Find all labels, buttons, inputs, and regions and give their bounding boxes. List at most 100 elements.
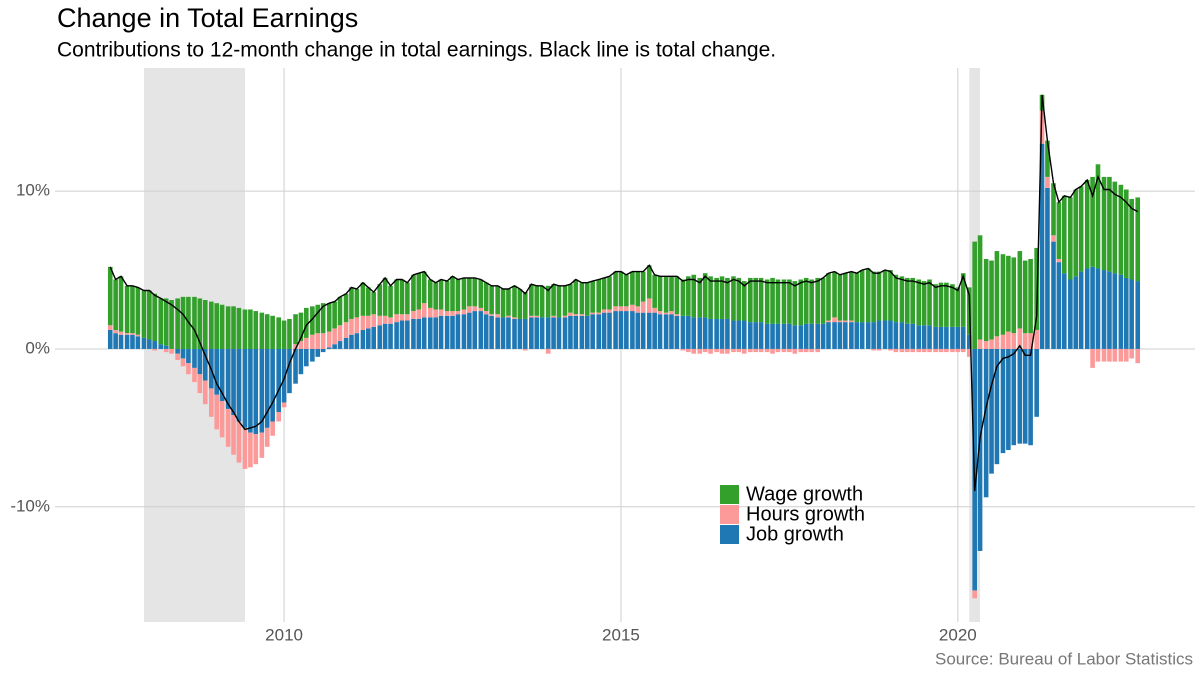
- bar-segment: [758, 277, 764, 323]
- bar-segment: [579, 315, 585, 349]
- bar-segment: [556, 285, 562, 318]
- bar-segment: [680, 279, 686, 316]
- bar-segment: [293, 344, 298, 349]
- bar-segment: [320, 333, 326, 349]
- bar-segment: [214, 394, 220, 430]
- bar-segment: [107, 330, 113, 349]
- bar-segment: [343, 322, 349, 338]
- bar-segment: [1045, 176, 1050, 188]
- bar-segment: [192, 348, 197, 368]
- bar-segment: [1051, 183, 1056, 236]
- bar-segment: [770, 323, 775, 349]
- bar-segment: [135, 287, 141, 335]
- bar-segment: [264, 348, 270, 428]
- bar-segment: [118, 331, 124, 335]
- bar-segment: [601, 309, 607, 313]
- bar-segment: [304, 307, 309, 338]
- bar-segment: [394, 314, 399, 323]
- bar-segment: [427, 317, 433, 349]
- bar-segment: [186, 363, 191, 375]
- bar-segment: [994, 251, 1000, 337]
- bar-segment: [365, 287, 371, 316]
- bar-segment: [394, 279, 399, 315]
- bar-segment: [640, 301, 646, 313]
- bar-segment: [607, 309, 612, 313]
- bar-segment: [253, 311, 259, 349]
- bar-segment: [461, 314, 467, 349]
- bar-segment: [1129, 199, 1134, 280]
- bar-segment: [905, 323, 910, 349]
- source-note: Source: Bureau of Labor Statistics: [935, 649, 1193, 668]
- bar-segment: [618, 311, 624, 349]
- bar-segment: [556, 317, 562, 349]
- bar-segment: [849, 271, 854, 321]
- bar-segment: [113, 330, 118, 334]
- bar-segment: [1034, 330, 1039, 349]
- bar-segment: [264, 427, 270, 447]
- bar-segment: [960, 326, 966, 349]
- bar-segment: [444, 315, 450, 349]
- bar-segment: [472, 311, 478, 349]
- bar-segment: [534, 317, 540, 349]
- bar-segment: [865, 268, 871, 323]
- bar-segment: [1011, 348, 1017, 446]
- bar-segment: [697, 317, 703, 349]
- legend-swatch: [720, 505, 739, 524]
- bar-segment: [646, 312, 652, 349]
- bar-segment: [798, 325, 804, 349]
- bar-segment: [175, 353, 180, 360]
- bar-segment: [478, 279, 484, 308]
- bar-segment: [354, 333, 360, 349]
- bar-segment: [349, 318, 354, 335]
- bar-segment: [411, 311, 416, 319]
- bar-segment: [899, 348, 905, 353]
- bar-segment: [382, 277, 388, 316]
- bar-segment: [686, 348, 691, 353]
- bar-segment: [253, 348, 259, 435]
- bar-segment: [630, 271, 635, 305]
- bar-segment: [635, 306, 641, 313]
- bar-segment: [455, 311, 461, 315]
- bar-segment: [310, 348, 315, 362]
- bar-segment: [360, 282, 366, 316]
- bar-segment: [197, 298, 203, 349]
- bar-segment: [118, 276, 124, 332]
- bar-segment: [124, 333, 130, 335]
- bar-segment: [1101, 176, 1107, 271]
- bar-segment: [276, 412, 281, 422]
- bar-segment: [646, 265, 652, 299]
- bar-segment: [276, 317, 281, 349]
- bar-segment: [871, 271, 876, 323]
- bar-segment: [657, 314, 663, 349]
- bar-segment: [977, 348, 983, 551]
- bar-segment: [843, 320, 848, 323]
- bar-segment: [725, 348, 730, 354]
- bar-segment: [977, 235, 983, 340]
- bar-segment: [433, 282, 438, 310]
- bar-segment: [607, 276, 612, 310]
- bar-segment: [522, 318, 528, 349]
- bar-segment: [270, 315, 275, 349]
- bar-segment: [1028, 258, 1033, 334]
- bar-segment: [618, 271, 624, 307]
- bar-segment: [495, 317, 500, 349]
- bar-segment: [910, 348, 915, 353]
- bar-segment: [270, 421, 275, 436]
- bar-segment: [674, 314, 680, 316]
- bar-segment: [332, 328, 337, 345]
- bar-segment: [781, 279, 787, 324]
- bar-segment: [714, 318, 719, 349]
- bar-segment: [927, 325, 932, 349]
- bar-segment: [461, 277, 467, 310]
- bar-segment: [1017, 348, 1023, 444]
- bar-segment: [433, 309, 438, 318]
- bar-segment: [489, 285, 494, 315]
- bar-segment: [1118, 184, 1124, 275]
- bar-segment: [539, 285, 545, 318]
- bar-segment: [1135, 197, 1141, 282]
- bar-segment: [1101, 348, 1107, 362]
- bar-segment: [124, 285, 130, 334]
- bar-segment: [1107, 176, 1112, 272]
- bar-segment: [955, 326, 961, 349]
